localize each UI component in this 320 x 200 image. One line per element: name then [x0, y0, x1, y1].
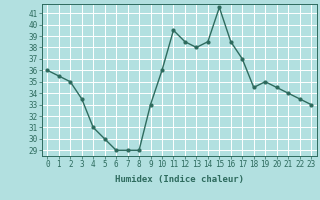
X-axis label: Humidex (Indice chaleur): Humidex (Indice chaleur) — [115, 175, 244, 184]
